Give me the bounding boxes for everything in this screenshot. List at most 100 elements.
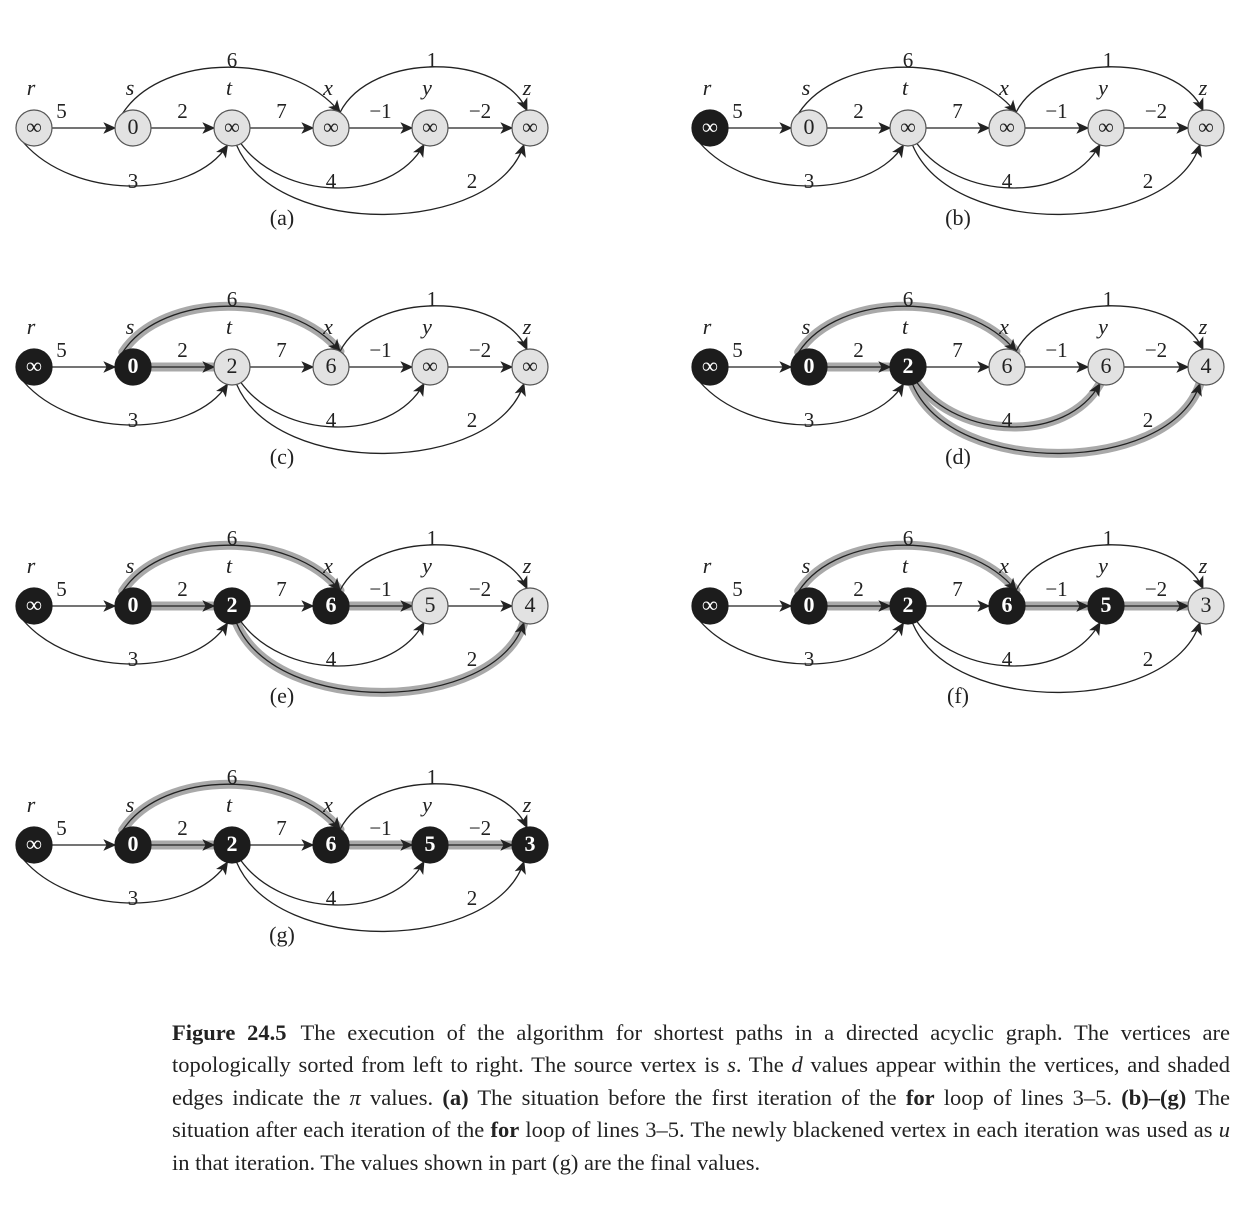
vertex-label-y: y — [1096, 553, 1108, 578]
vertex-d-s: 0 — [804, 592, 815, 617]
vertex-label-r: r — [703, 75, 712, 100]
vertex-d-y: ∞ — [1098, 114, 1114, 139]
edge-weight-r-t: 3 — [128, 886, 139, 910]
vertex-z — [511, 109, 549, 147]
vertex-t — [213, 587, 251, 625]
panel-label: (b) — [945, 205, 971, 230]
edge-weight-r-t: 3 — [128, 647, 139, 671]
edge-s-x — [798, 305, 1017, 353]
vertex-z — [1187, 348, 1225, 386]
vertex-d-s: 0 — [804, 114, 815, 139]
vertex-label-s: s — [126, 792, 135, 817]
vertex-x — [988, 348, 1026, 386]
vertex-label-z: z — [1198, 75, 1208, 100]
vertex-x — [312, 587, 350, 625]
vertex-d-z: 4 — [525, 592, 536, 617]
edge-weight-r-s: 5 — [56, 338, 67, 362]
edge-weight-x-y: −1 — [369, 816, 391, 840]
vertex-d-t: 2 — [227, 353, 238, 378]
vertex-d-x: ∞ — [999, 114, 1015, 139]
vertex-label-y: y — [420, 75, 432, 100]
vertex-d-r: ∞ — [702, 353, 718, 378]
vertex-s — [790, 587, 828, 625]
edge-weight-s-x: 6 — [227, 526, 238, 550]
edge-s-x — [122, 66, 341, 114]
edge-t-z — [236, 382, 526, 455]
edge-weight-x-y: −1 — [1045, 338, 1067, 362]
vertex-r — [15, 348, 53, 386]
edge-weight-t-z: 2 — [1143, 169, 1154, 193]
edge-x-z — [339, 783, 528, 830]
edge-s-x — [798, 544, 1017, 592]
edge-s-x — [122, 305, 341, 353]
edge-x-z — [1015, 66, 1204, 113]
edge-weight-x-y: −1 — [1045, 577, 1067, 601]
edge-weight-t-y: 4 — [326, 647, 337, 671]
edge-t-y — [240, 621, 425, 667]
vertex-x — [312, 348, 350, 386]
vertex-t — [889, 109, 927, 147]
edge-weight-s-t: 2 — [177, 338, 188, 362]
vertex-d-x: 6 — [1002, 592, 1013, 617]
edge-x-z — [1015, 305, 1204, 352]
edge-r-t — [699, 381, 905, 426]
vertex-r — [691, 587, 729, 625]
vertex-t — [213, 826, 251, 864]
edge-weight-s-x: 6 — [903, 287, 914, 311]
vertex-d-r: ∞ — [702, 114, 718, 139]
edge-weight-t-y: 4 — [1002, 647, 1013, 671]
edge-weight-s-t: 2 — [853, 99, 864, 123]
vertex-label-y: y — [1096, 314, 1108, 339]
edge-weight-t-x: 7 — [952, 338, 963, 362]
edge-weight-x-z: 1 — [427, 287, 438, 311]
edge-weight-y-z: −2 — [1145, 99, 1167, 123]
vertex-d-t: 2 — [227, 592, 238, 617]
figure-caption: Figure 24.5 The execution of the algorith… — [172, 1020, 1230, 1175]
vertex-d-z: ∞ — [522, 114, 538, 139]
edge-weight-y-z: −2 — [469, 816, 491, 840]
edge-x-z — [1015, 544, 1204, 591]
vertex-label-t: t — [226, 792, 233, 817]
graph-panel: 5 2 7 −1 −2 6 1 3 4 2 ∞ r 0 s 2 t 6 x 6 y 4 z (d) — [691, 287, 1225, 469]
vertex-label-x: x — [998, 314, 1009, 339]
shaded-edge-t-z — [232, 618, 529, 697]
vertex-d-s: 0 — [128, 831, 139, 856]
figure-number: Figure 24.5 — [172, 1020, 287, 1045]
edge-t-z — [912, 621, 1202, 694]
edge-x-z — [339, 66, 528, 113]
edge-weight-t-y: 4 — [1002, 169, 1013, 193]
edge-weight-t-z: 2 — [1143, 647, 1154, 671]
edge-weight-t-x: 7 — [952, 99, 963, 123]
edge-weight-x-y: −1 — [369, 338, 391, 362]
vertex-label-s: s — [802, 314, 811, 339]
edge-t-z — [912, 143, 1202, 216]
edge-weight-x-z: 1 — [1103, 48, 1114, 72]
vertex-d-r: ∞ — [26, 831, 42, 856]
vertex-d-y: 5 — [425, 831, 436, 856]
vertex-s — [114, 109, 152, 147]
vertex-z — [1187, 587, 1225, 625]
vertex-d-y: 5 — [1101, 592, 1112, 617]
vertex-t — [213, 348, 251, 386]
vertex-label-z: z — [522, 792, 532, 817]
panel-label: (c) — [270, 444, 294, 469]
edge-weight-y-z: −2 — [469, 577, 491, 601]
vertex-label-x: x — [322, 75, 333, 100]
vertex-label-z: z — [522, 75, 532, 100]
vertex-label-r: r — [27, 792, 36, 817]
vertex-y — [1087, 587, 1125, 625]
graph-panel: 5 2 7 −1 −2 6 1 3 4 2 ∞ r 0 s 2 t 6 x 5 y 3 z (f) — [691, 526, 1225, 708]
edge-weight-s-t: 2 — [853, 577, 864, 601]
vertex-y — [411, 826, 449, 864]
vertex-label-y: y — [1096, 75, 1108, 100]
edge-weight-x-z: 1 — [427, 526, 438, 550]
vertex-label-r: r — [703, 314, 712, 339]
vertex-s — [114, 348, 152, 386]
vertex-d-z: 3 — [525, 831, 536, 856]
edge-weight-y-z: −2 — [1145, 577, 1167, 601]
edge-r-t — [699, 620, 905, 665]
vertex-label-z: z — [1198, 314, 1208, 339]
vertex-z — [1187, 109, 1225, 147]
vertex-label-x: x — [998, 75, 1009, 100]
edge-weight-x-y: −1 — [369, 577, 391, 601]
